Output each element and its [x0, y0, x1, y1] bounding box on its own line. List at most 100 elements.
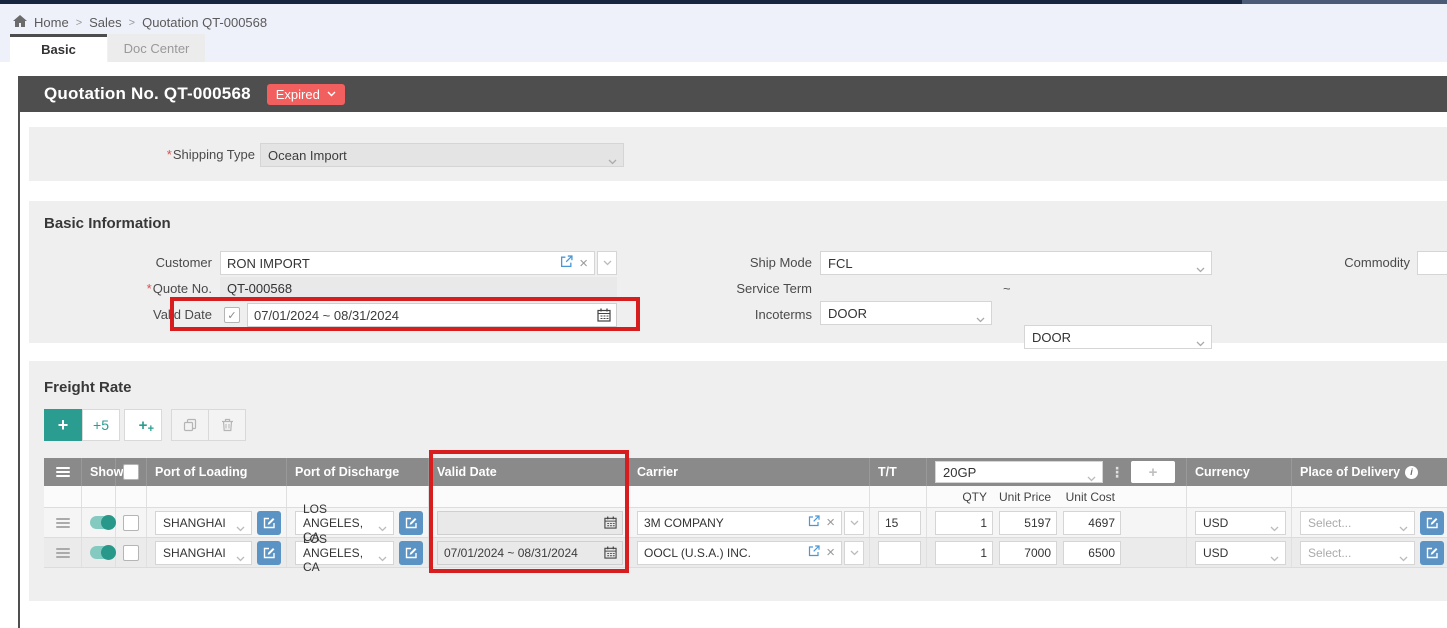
breadcrumb-current: Quotation QT-000568: [142, 15, 268, 30]
chevron-down-icon: [850, 550, 858, 555]
port-of-loading-value: SHANGHAI: [163, 515, 226, 530]
carrier-dropdown-toggle[interactable]: [844, 540, 864, 565]
calendar-icon[interactable]: [598, 542, 622, 564]
show-toggle[interactable]: [82, 538, 116, 567]
status-badge[interactable]: Expired: [266, 83, 345, 105]
home-icon[interactable]: [13, 15, 27, 30]
info-icon[interactable]: i: [1405, 465, 1419, 479]
place-of-delivery-select[interactable]: Select...: [1300, 540, 1415, 565]
valid-date-checkbox[interactable]: [224, 307, 240, 323]
port-of-loading-value: SHANGHAI: [163, 545, 226, 560]
customer-input[interactable]: RON IMPORT ×: [220, 251, 595, 275]
calendar-icon[interactable]: [592, 304, 616, 326]
freight-rate-heading: Freight Rate: [44, 379, 132, 396]
unit-cost-input[interactable]: [1063, 540, 1121, 565]
chevron-down-icon: [603, 260, 611, 266]
tt-input[interactable]: [878, 540, 921, 565]
chevron-down-icon: [1399, 551, 1408, 565]
add-five-rows-button[interactable]: +5: [82, 409, 120, 441]
column-header-currency: Currency: [1187, 458, 1292, 486]
more-options-icon[interactable]: ⋮: [1110, 463, 1124, 480]
row-checkbox[interactable]: [116, 538, 147, 567]
valid-date-input[interactable]: 07/01/2024 ~ 08/31/2024: [247, 303, 617, 327]
row-drag-handle[interactable]: [44, 508, 82, 537]
row-drag-handle[interactable]: [44, 538, 82, 567]
copy-row-button[interactable]: [171, 409, 209, 441]
edit-port-button[interactable]: [399, 540, 423, 565]
open-record-icon[interactable]: [808, 515, 820, 530]
show-toggle[interactable]: [82, 508, 116, 537]
clear-icon[interactable]: ×: [826, 514, 835, 531]
open-record-icon[interactable]: [808, 545, 820, 560]
qty-input[interactable]: [935, 510, 993, 535]
add-multiple-button[interactable]: + +: [124, 409, 162, 441]
customer-value: RON IMPORT: [227, 255, 310, 271]
currency-value: USD: [1203, 545, 1229, 560]
clear-icon[interactable]: ×: [826, 544, 835, 561]
port-of-discharge-select[interactable]: LOS ANGELES, CA: [295, 502, 394, 544]
tab-doc-center[interactable]: Doc Center: [108, 34, 205, 62]
edit-place-of-delivery-button[interactable]: [1420, 540, 1444, 565]
clear-icon[interactable]: ×: [579, 254, 588, 272]
port-of-loading-select[interactable]: SHANGHAI: [155, 510, 252, 535]
service-term-from-select[interactable]: DOOR: [820, 301, 992, 325]
place-of-delivery-select[interactable]: Select...: [1300, 510, 1415, 535]
tab-basic[interactable]: Basic: [10, 34, 107, 62]
qty-input[interactable]: [935, 540, 993, 565]
breadcrumb-separator: >: [75, 16, 83, 29]
shipping-type-label: *Shipping Type: [166, 147, 255, 162]
required-mark: *: [146, 281, 152, 296]
edit-port-button[interactable]: [257, 510, 281, 535]
valid-date-value: 07/01/2024 ~ 08/31/2024: [254, 307, 399, 323]
quote-no-field: QT-000568: [220, 277, 617, 301]
carrier-dropdown-toggle[interactable]: [844, 510, 864, 535]
edit-icon: [405, 517, 417, 529]
breadcrumb: Home > Sales > Quotation QT-000568: [13, 15, 267, 30]
chevron-down-icon: [608, 153, 617, 168]
delete-row-button[interactable]: [208, 409, 246, 441]
port-of-discharge-value: LOS ANGELES, CA: [303, 501, 364, 544]
edit-port-button[interactable]: [257, 540, 281, 565]
carrier-input[interactable]: OOCL (U.S.A.) INC. ×: [637, 540, 842, 565]
chevron-down-icon: [1399, 521, 1408, 535]
row-valid-date-input[interactable]: 07/01/2024 ~ 08/31/2024: [437, 540, 623, 565]
customer-dropdown-toggle[interactable]: [597, 251, 617, 275]
basic-information-heading: Basic Information: [44, 215, 171, 232]
edit-icon: [405, 547, 417, 559]
breadcrumb-home[interactable]: Home: [34, 15, 69, 30]
ship-mode-value: FCL: [828, 255, 853, 271]
carrier-input[interactable]: 3M COMPANY ×: [637, 510, 842, 535]
column-header-tt: T/T: [870, 458, 927, 486]
chevron-down-icon: [236, 521, 245, 535]
edit-place-of-delivery-button[interactable]: [1420, 510, 1444, 535]
add-container-type-button[interactable]: +: [1131, 461, 1175, 483]
container-type-select[interactable]: 20GP: [935, 461, 1103, 483]
calendar-icon[interactable]: [598, 512, 622, 534]
chevron-down-icon: [378, 521, 387, 535]
ship-mode-select[interactable]: FCL: [820, 251, 1212, 275]
tt-input[interactable]: [878, 510, 921, 535]
unit-price-input[interactable]: [999, 540, 1057, 565]
edit-port-button[interactable]: [399, 510, 423, 535]
unit-price-input[interactable]: [999, 510, 1057, 535]
drag-handle-icon: [44, 458, 82, 486]
service-term-to-select[interactable]: DOOR: [1024, 325, 1212, 349]
add-row-button[interactable]: +: [44, 409, 82, 441]
currency-select[interactable]: USD: [1195, 540, 1286, 565]
port-of-loading-select[interactable]: SHANGHAI: [155, 540, 252, 565]
open-record-icon[interactable]: [560, 255, 573, 271]
row-valid-date-input[interactable]: [437, 510, 623, 535]
select-all-checkbox[interactable]: [116, 458, 147, 486]
port-of-discharge-select[interactable]: LOS ANGELES, CA: [295, 532, 394, 574]
currency-value: USD: [1203, 515, 1229, 530]
top-strip-dark: [0, 0, 1242, 4]
chevron-down-icon: [378, 551, 387, 565]
row-checkbox[interactable]: [116, 508, 147, 537]
currency-select[interactable]: USD: [1195, 510, 1286, 535]
breadcrumb-sales[interactable]: Sales: [89, 15, 122, 30]
spacer: [0, 62, 1447, 76]
column-header-container-group: 20GP ⋮ +: [927, 458, 1187, 486]
unit-cost-input[interactable]: [1063, 510, 1121, 535]
commodity-input[interactable]: [1417, 251, 1447, 275]
shipping-type-select[interactable]: Ocean Import: [260, 143, 624, 167]
